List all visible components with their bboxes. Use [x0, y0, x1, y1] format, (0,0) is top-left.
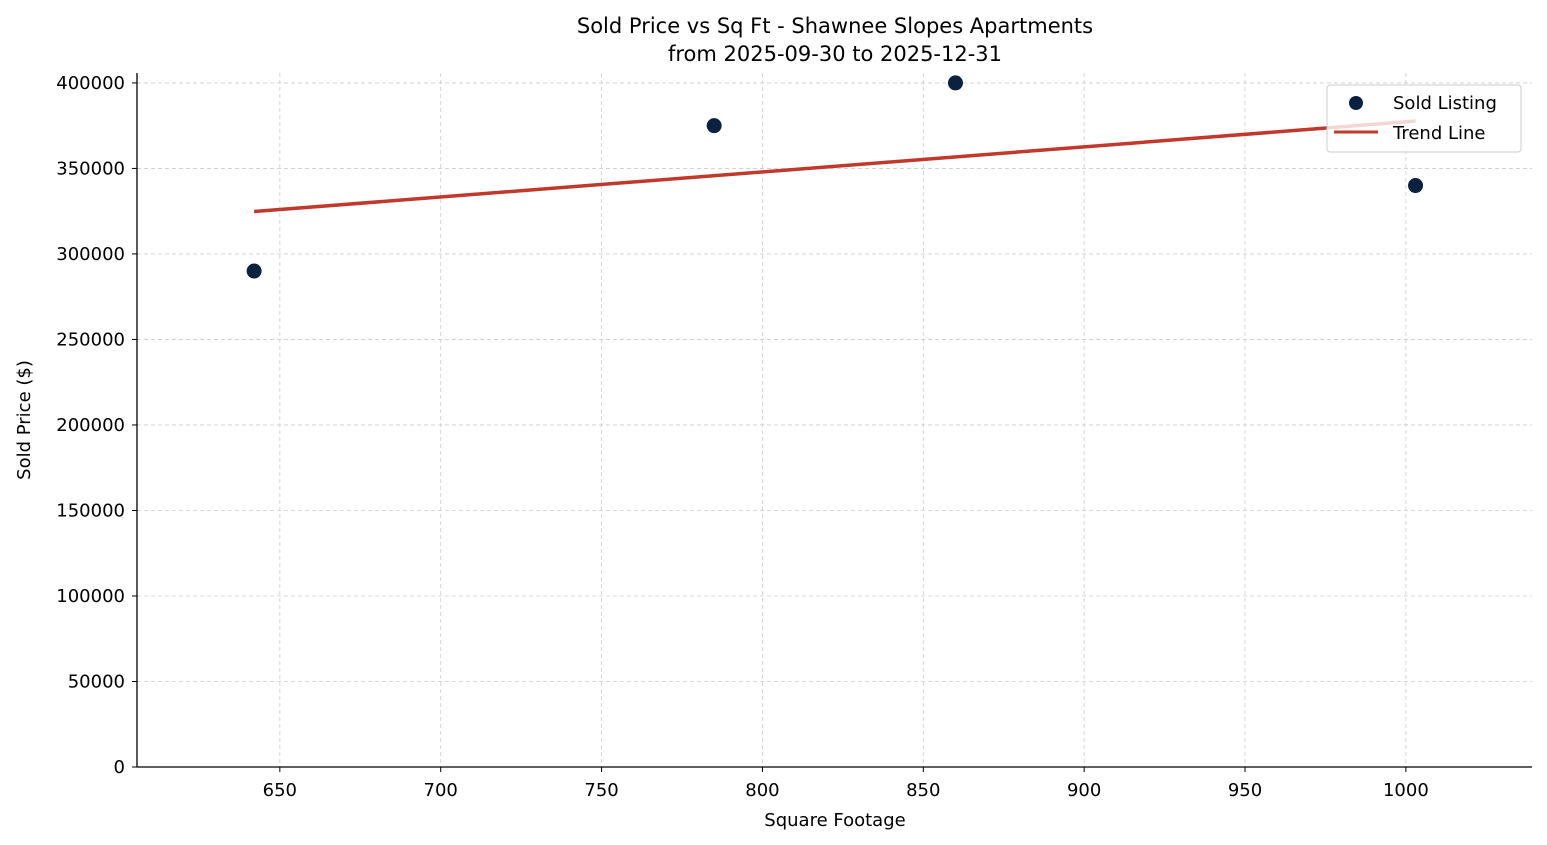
data-point-sold-listing: [947, 75, 963, 91]
x-tick-label: 950: [1228, 780, 1262, 801]
x-tick-label: 900: [1067, 780, 1101, 801]
x-axis-label: Square Footage: [764, 810, 905, 831]
legend-box: [1326, 84, 1522, 153]
trend-line: [253, 119, 1416, 214]
data-marks: [246, 75, 1424, 279]
y-tick-label: 250000: [56, 329, 125, 350]
chart-subtitle: from 2025-09-30 to 2025-12-31: [668, 42, 1002, 66]
y-tick-label: 200000: [56, 415, 125, 436]
legend-label-sold-listing: Sold Listing: [1393, 93, 1497, 114]
data-point-sold-listing: [246, 263, 262, 279]
y-axis-label: Sold Price ($): [14, 360, 35, 480]
data-point-sold-listing: [706, 118, 722, 134]
axis-ticks: 650 700 750 800 850 900 950 1000 0 50000 100000 150…: [56, 73, 1429, 801]
x-tick-label: 700: [424, 780, 458, 801]
y-tick-label: 350000: [56, 158, 125, 179]
x-tick-label: 1000: [1383, 780, 1429, 801]
y-tick-label: 0: [114, 757, 125, 778]
grid: [137, 73, 1532, 768]
legend-label-trend-line: Trend Line: [1392, 123, 1486, 144]
x-tick-label: 750: [584, 780, 618, 801]
x-tick-label: 850: [906, 780, 940, 801]
y-tick-label: 50000: [68, 671, 125, 692]
y-tick-label: 300000: [56, 244, 125, 265]
y-tick-label: 400000: [56, 73, 125, 94]
legend-marker-sold-listing: [1349, 96, 1363, 110]
x-tick-label: 800: [745, 780, 779, 801]
data-point-sold-listing: [1408, 178, 1424, 194]
legend: Sold Listing Trend Line: [1326, 84, 1522, 153]
chart-title: Sold Price vs Sq Ft - Shawnee Slopes Apa…: [577, 14, 1093, 38]
y-tick-label: 100000: [56, 586, 125, 607]
y-tick-label: 150000: [56, 500, 125, 521]
x-tick-label: 650: [263, 780, 297, 801]
